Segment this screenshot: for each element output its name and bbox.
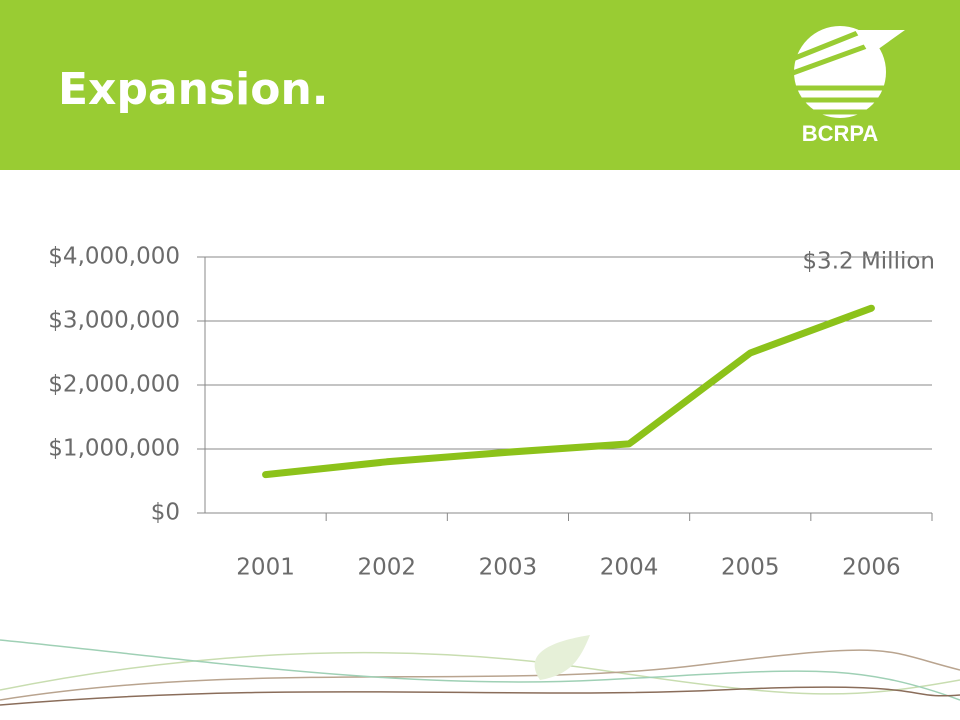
y-tick-label: $3,000,000 — [48, 308, 180, 334]
x-tick-label: 2001 — [236, 555, 295, 581]
y-tick-label: $2,000,000 — [48, 372, 180, 398]
x-tick-label: 2005 — [721, 555, 780, 581]
x-tick-label: 2006 — [842, 555, 901, 581]
data-line — [262, 304, 875, 479]
decorative-waves — [0, 635, 960, 706]
logo-wing — [855, 30, 905, 55]
logo-text: BCRPA — [802, 121, 879, 146]
annotation: $3.2 Million — [802, 249, 935, 275]
slide-title: Expansion. — [58, 64, 329, 115]
y-tick-label: $4,000,000 — [48, 244, 180, 270]
y-tick-label: $0 — [151, 500, 180, 526]
x-tick-label: 2002 — [357, 555, 416, 581]
x-tick-label: 2003 — [479, 555, 538, 581]
y-tick-label: $1,000,000 — [48, 436, 180, 462]
x-tick-label: 2004 — [600, 555, 659, 581]
logo: BCRPA — [789, 17, 905, 146]
